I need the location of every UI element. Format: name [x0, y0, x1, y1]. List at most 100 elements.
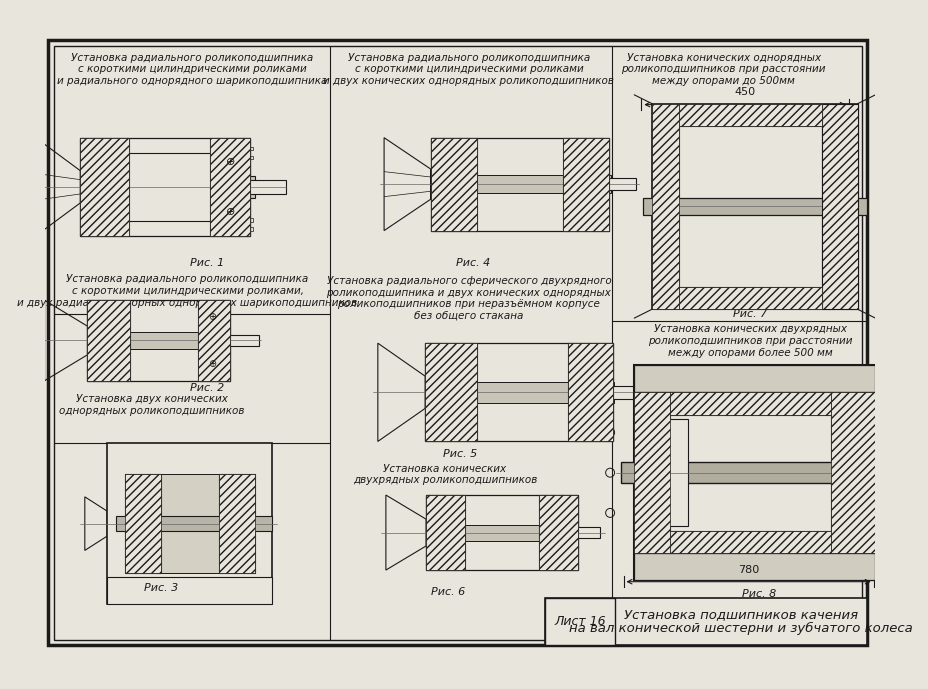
Bar	[562, 138, 609, 231]
Bar	[219, 475, 254, 573]
Bar	[425, 343, 476, 442]
Bar	[87, 300, 130, 381]
Bar	[426, 495, 577, 570]
Text: Рис. 5: Рис. 5	[443, 449, 477, 460]
Bar	[425, 343, 612, 442]
Bar	[125, 475, 161, 573]
Bar	[107, 443, 272, 604]
Bar	[669, 531, 830, 553]
Bar	[634, 392, 669, 553]
Bar	[245, 227, 252, 231]
Bar	[568, 343, 612, 442]
Bar	[669, 531, 830, 553]
Bar	[125, 475, 254, 573]
Bar	[250, 180, 286, 194]
Bar	[678, 104, 821, 126]
Bar	[562, 138, 609, 231]
Bar	[669, 392, 830, 415]
Text: Установка подшипников качения: Установка подшипников качения	[624, 608, 857, 621]
Bar	[678, 287, 821, 309]
Text: Рис. 8: Рис. 8	[741, 589, 776, 599]
Bar	[430, 382, 613, 403]
Bar	[245, 147, 252, 150]
Text: Установка радиального роликоподшипника
с короткими цилиндрическими роликами
и ра: Установка радиального роликоподшипника с…	[57, 53, 327, 86]
Text: Установка конических двухрядных
роликоподшипников при расстоянии
между опорами б: Установка конических двухрядных роликопо…	[648, 325, 852, 358]
Bar	[87, 300, 230, 381]
Bar	[198, 300, 230, 381]
Bar	[634, 365, 874, 580]
Bar	[620, 462, 883, 484]
Bar	[538, 495, 577, 570]
Bar	[87, 300, 130, 381]
Bar	[245, 218, 252, 222]
Bar	[545, 598, 614, 645]
Bar	[426, 495, 465, 570]
Polygon shape	[383, 138, 430, 231]
Bar	[435, 175, 611, 193]
Bar	[545, 598, 867, 645]
Ellipse shape	[261, 183, 275, 190]
Text: Рис. 1: Рис. 1	[190, 258, 224, 268]
Bar	[642, 198, 866, 216]
Bar	[651, 104, 678, 309]
Ellipse shape	[238, 338, 251, 343]
Bar	[210, 138, 250, 236]
Bar	[80, 138, 129, 236]
Text: ⊕: ⊕	[208, 359, 216, 369]
Bar	[430, 138, 476, 231]
Bar	[568, 343, 612, 442]
Bar	[430, 138, 476, 231]
Bar	[830, 392, 874, 553]
Text: Установка конических
двухрядных роликоподшипников: Установка конических двухрядных роликопо…	[353, 464, 536, 485]
Bar	[634, 365, 874, 392]
Bar	[219, 475, 254, 573]
Text: Рис. 7: Рис. 7	[732, 309, 767, 319]
Bar	[430, 524, 576, 541]
Bar	[830, 392, 874, 553]
Polygon shape	[84, 497, 107, 551]
Polygon shape	[35, 138, 80, 236]
Text: 450: 450	[734, 88, 754, 97]
Text: Рис. 3: Рис. 3	[144, 584, 177, 593]
Bar	[230, 335, 259, 346]
Bar	[129, 153, 210, 220]
Text: ⊕: ⊕	[226, 157, 235, 167]
Text: ⊕: ⊕	[226, 207, 235, 217]
Bar	[80, 138, 250, 236]
Text: Установка радиального роликоподшипника
с короткими цилиндрическими роликами
и дв: Установка радиального роликоподшипника с…	[323, 53, 613, 86]
Ellipse shape	[620, 389, 633, 395]
Text: Установка конических однорядных
роликоподшипников при расстоянии
между опорами д: Установка конических однорядных роликопо…	[621, 53, 825, 86]
Ellipse shape	[583, 531, 593, 535]
Bar	[430, 138, 609, 231]
Text: Установка радиального роликоподшипника
с короткими цилиндрическими роликами,
и д: Установка радиального роликоподшипника с…	[18, 274, 357, 307]
Text: Установка радиального сферического двухрядного
роликоподшипника и двух конически: Установка радиального сферического двухр…	[326, 276, 611, 321]
Bar	[80, 138, 129, 236]
Text: Рис. 2: Рис. 2	[190, 383, 224, 393]
Polygon shape	[378, 343, 425, 442]
Bar	[107, 577, 272, 604]
Bar	[874, 419, 910, 526]
Bar	[651, 104, 678, 309]
Text: 780: 780	[737, 564, 758, 575]
Bar	[609, 178, 636, 190]
Polygon shape	[45, 300, 87, 381]
Bar	[198, 300, 230, 381]
Bar	[669, 392, 830, 415]
Text: Установка двух конических
однорядных роликоподшипников: Установка двух конических однорядных рол…	[59, 394, 244, 415]
Bar	[612, 386, 640, 398]
Bar	[651, 104, 857, 309]
Bar	[245, 156, 252, 159]
Bar	[125, 475, 161, 573]
Bar	[116, 517, 272, 531]
Bar	[84, 176, 254, 198]
Bar	[634, 553, 874, 580]
Bar	[634, 392, 669, 553]
Bar	[821, 104, 857, 309]
Bar	[651, 419, 687, 526]
Bar	[821, 104, 857, 309]
Ellipse shape	[616, 181, 627, 187]
Text: ⊕: ⊕	[208, 312, 216, 322]
Bar	[210, 138, 250, 236]
Bar	[426, 495, 465, 570]
Text: Рис. 6: Рис. 6	[431, 587, 465, 597]
